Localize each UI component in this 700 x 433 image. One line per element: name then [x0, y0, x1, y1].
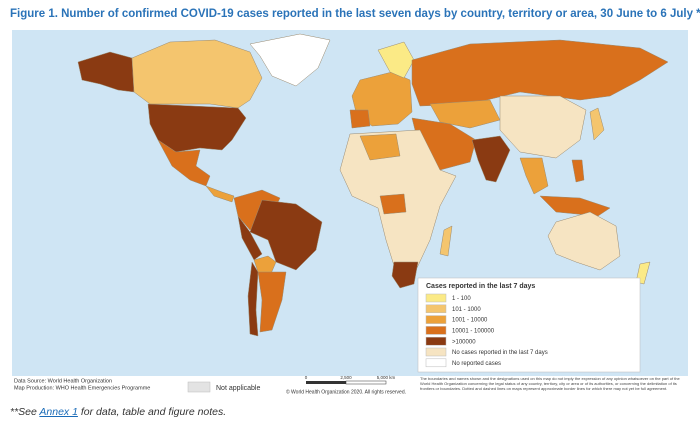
legend-swatch — [425, 326, 447, 335]
not-applicable-label: Not applicable — [216, 385, 260, 392]
copyright: © World Health Organization 2020. All ri… — [286, 388, 406, 395]
russia — [411, 39, 669, 107]
mexico — [157, 139, 211, 187]
disclaimer-container: The boundaries and names shown and the d… — [420, 376, 680, 391]
legend-label: 1 - 100 — [452, 296, 471, 302]
legend-label: >100000 — [452, 339, 476, 345]
footer-prefix: **See — [10, 406, 40, 418]
legend-swatch — [425, 347, 447, 357]
legend-label: 1001 - 10000 — [452, 318, 488, 324]
argentina — [257, 271, 287, 333]
alaska — [77, 51, 135, 93]
iberia — [349, 109, 371, 129]
north-africa — [359, 133, 401, 161]
central-asia — [429, 99, 501, 129]
central-america — [205, 185, 235, 203]
indonesia — [539, 195, 611, 217]
legend-swatch — [425, 304, 447, 314]
usa — [147, 103, 247, 153]
legend-items: 1 - 100 101 - 1000 1001 - 10000 10001 - 100… — [425, 293, 548, 368]
annex-link[interactable]: Annex 1 — [39, 406, 78, 418]
bolivia — [253, 255, 277, 277]
south-africa — [391, 261, 419, 289]
legend-title: Cases reported in the last 7 days — [426, 283, 535, 290]
map-production: Map Production: WHO Health Emergencies P… — [14, 385, 150, 391]
chile — [247, 261, 259, 337]
japan — [589, 107, 605, 141]
scale-label: 5,000 km — [377, 375, 396, 380]
china — [499, 95, 587, 159]
footer-note: **See Annex 1 for data, table and figure… — [10, 406, 226, 418]
canada — [131, 39, 263, 109]
legend-label: No cases reported in the last 7 days — [452, 350, 548, 356]
india — [471, 135, 511, 183]
legend-swatch — [425, 358, 447, 368]
legend-swatch — [425, 336, 447, 346]
nigeria-region — [379, 193, 407, 215]
data-source: Data Source: World Health Organization — [14, 378, 112, 384]
legend-label: No reported cases — [452, 361, 501, 367]
scale-label: 2,500 — [340, 375, 352, 380]
southeast-asia — [519, 157, 549, 195]
legend-swatch — [425, 315, 447, 324]
not-applicable-swatch — [187, 381, 211, 393]
australia — [547, 211, 621, 271]
disclaimer: The boundaries and names shown and the d… — [420, 376, 680, 391]
legend-box — [417, 277, 641, 373]
legend-swatch — [425, 293, 447, 303]
scandinavia — [377, 41, 415, 79]
peru — [237, 215, 263, 261]
philippines — [571, 159, 585, 183]
legend-label: 10001 - 100000 — [452, 328, 495, 334]
greenland — [249, 33, 331, 87]
scale-bar — [306, 380, 387, 385]
footer-suffix: for data, table and figure notes. — [77, 406, 227, 418]
scale-label: 0 — [305, 375, 308, 380]
legend-label: 101 - 1000 — [452, 307, 481, 313]
scale-segment — [306, 381, 346, 384]
brazil — [249, 199, 323, 271]
madagascar — [439, 225, 453, 257]
scale-segment — [345, 380, 387, 385]
figure-title: Figure 1. Number of confirmed COVID-19 c… — [10, 8, 700, 20]
